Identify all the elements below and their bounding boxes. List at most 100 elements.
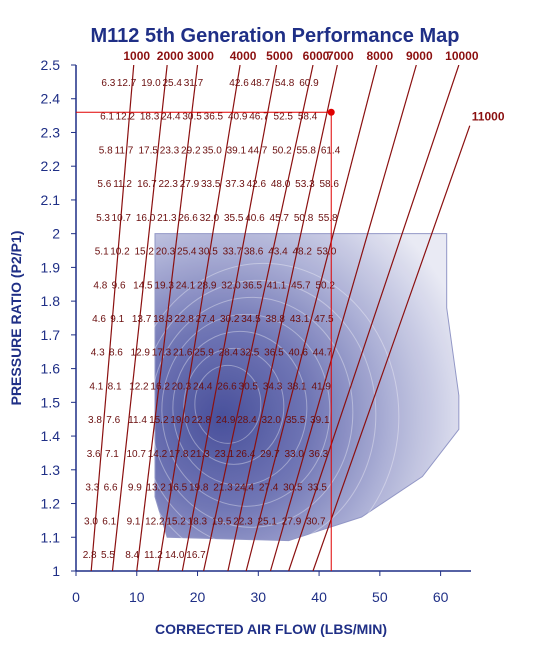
grid-value-label: 26.4 [236,449,256,460]
grid-value-label: 8.1 [108,381,122,392]
grid-value-label: 25.4 [162,78,182,89]
grid-value-label: 21.6 [173,348,193,359]
grid-value-label: 30.5 [239,381,259,392]
grid-value-label: 24.4 [235,483,255,494]
speed-line [288,65,460,571]
grid-value-label: 19.3 [154,280,174,291]
grid-value-label: 27.4 [259,483,279,494]
y-tick-label: 2.3 [41,124,61,140]
grid-value-label: 43.4 [268,247,288,258]
grid-value-label: 10.2 [110,247,130,258]
grid-value-label: 35.5 [224,213,244,224]
grid-value-label: 12.9 [130,348,150,359]
grid-value-label: 24.1 [176,280,196,291]
grid-value-label: 22.3 [158,179,178,190]
grid-value-label: 14.5 [133,280,153,291]
grid-value-label: 8.6 [109,348,123,359]
grid-value-label: 28.4 [237,415,257,426]
y-tick-label: 1.8 [41,293,61,309]
grid-value-label: 32.0 [221,280,241,291]
grid-value-label: 30.7 [306,516,326,527]
grid-value-label: 4.1 [89,381,103,392]
grid-value-label: 11.2 [144,550,163,561]
efficiency-contours [128,262,400,570]
speed-line [157,65,241,571]
grid-value-label: 19.0 [141,78,161,89]
grid-value-label: 58.4 [298,112,318,123]
grid-value-label: 34.3 [263,381,283,392]
y-tick-label: 1.6 [41,361,61,377]
grid-value-label: 5.6 [97,179,111,190]
grid-value-label: 54.8 [275,78,295,89]
grid-value-label: 11.2 [113,179,132,190]
y-tick-label: 2.5 [41,57,61,73]
grid-value-label: 50.2 [272,145,292,156]
grid-value-label: 5.8 [99,145,113,156]
speed-line-label: 1000 [123,49,150,63]
grid-value-label: 28.4 [219,348,239,359]
grid-value-label: 34.5 [241,314,261,325]
grid-value-label: 23.1 [215,449,235,460]
grid-value-label: 18.3 [188,516,208,527]
grid-value-label: 14.2 [148,449,168,460]
grid-value-label: 12.7 [117,78,137,89]
y-tick-label: 1.7 [41,327,61,343]
grid-value-label: 41.1 [267,280,287,291]
grid-value-label: 12.2 [116,112,136,123]
y-tick-label: 1.9 [41,259,61,275]
grid-value-label: 38.8 [266,314,286,325]
grid-value-label: 37.3 [225,179,245,190]
grid-value-label: 21.3 [190,449,210,460]
grid-value-label: 48.0 [271,179,291,190]
grid-value-label: 29.2 [181,145,201,156]
operating-point-marker [327,108,335,116]
speed-line-label: 5000 [266,49,293,63]
grid-value-label: 42.6 [229,78,249,89]
grid-value-label: 20.3 [156,247,176,258]
efficiency-contour [172,330,308,486]
grid-value-label: 11.7 [115,145,134,156]
grid-value-label: 40.9 [228,112,248,123]
grid-value-label: 31.7 [184,78,204,89]
grid-value-label: 12.2 [145,516,165,527]
speed-line [245,65,378,571]
speed-line-label: 4000 [230,49,257,63]
grid-value-label: 36.5 [264,348,284,359]
grid-value-label: 48.2 [293,247,313,258]
grid-value-label: 52.5 [274,112,294,123]
grid-value-label: 28.9 [197,280,217,291]
speed-line [227,65,338,571]
speed-line-label: 8000 [366,49,393,63]
grid-value-label: 7.6 [106,415,120,426]
grid-value-label: 18.3 [140,112,160,123]
grid-value-label: 35.5 [286,415,306,426]
efficiency-contour [183,347,285,465]
y-tick-label: 2.1 [41,192,61,208]
grid-value-label: 14.0 [165,550,185,561]
grid-value-label: 16.7 [186,550,206,561]
y-tick-label: 1.5 [41,394,61,410]
grid-value-label: 46.7 [249,112,269,123]
grid-value-label: 5.5 [101,550,115,561]
grid-value-label: 42.6 [247,179,267,190]
grid-value-label: 33.5 [307,483,327,494]
grid-value-label: 10.7 [126,449,146,460]
grid-value-label: 48.7 [251,78,271,89]
grid-value-label: 35.0 [202,145,222,156]
speed-line-label: 9000 [406,49,433,63]
grid-value-label: 7.1 [105,449,119,460]
efficiency-contour [161,313,331,507]
grid-value-label: 43.1 [290,314,310,325]
x-tick-label: 40 [311,589,327,605]
grid-value-label: 16.5 [168,483,188,494]
grid-value-label: 26.6 [178,213,198,224]
y-tick-label: 1 [52,563,60,579]
grid-value-label: 53.3 [295,179,315,190]
grid-value-label: 30.2 [220,314,240,325]
grid-value-label: 26.6 [217,381,237,392]
grid-value-label: 20.3 [172,381,192,392]
grid-value-label: 16.2 [150,381,170,392]
speed-line-label: 3000 [187,49,214,63]
y-tick-label: 1.3 [41,462,61,478]
grid-value-label: 32.5 [240,348,260,359]
